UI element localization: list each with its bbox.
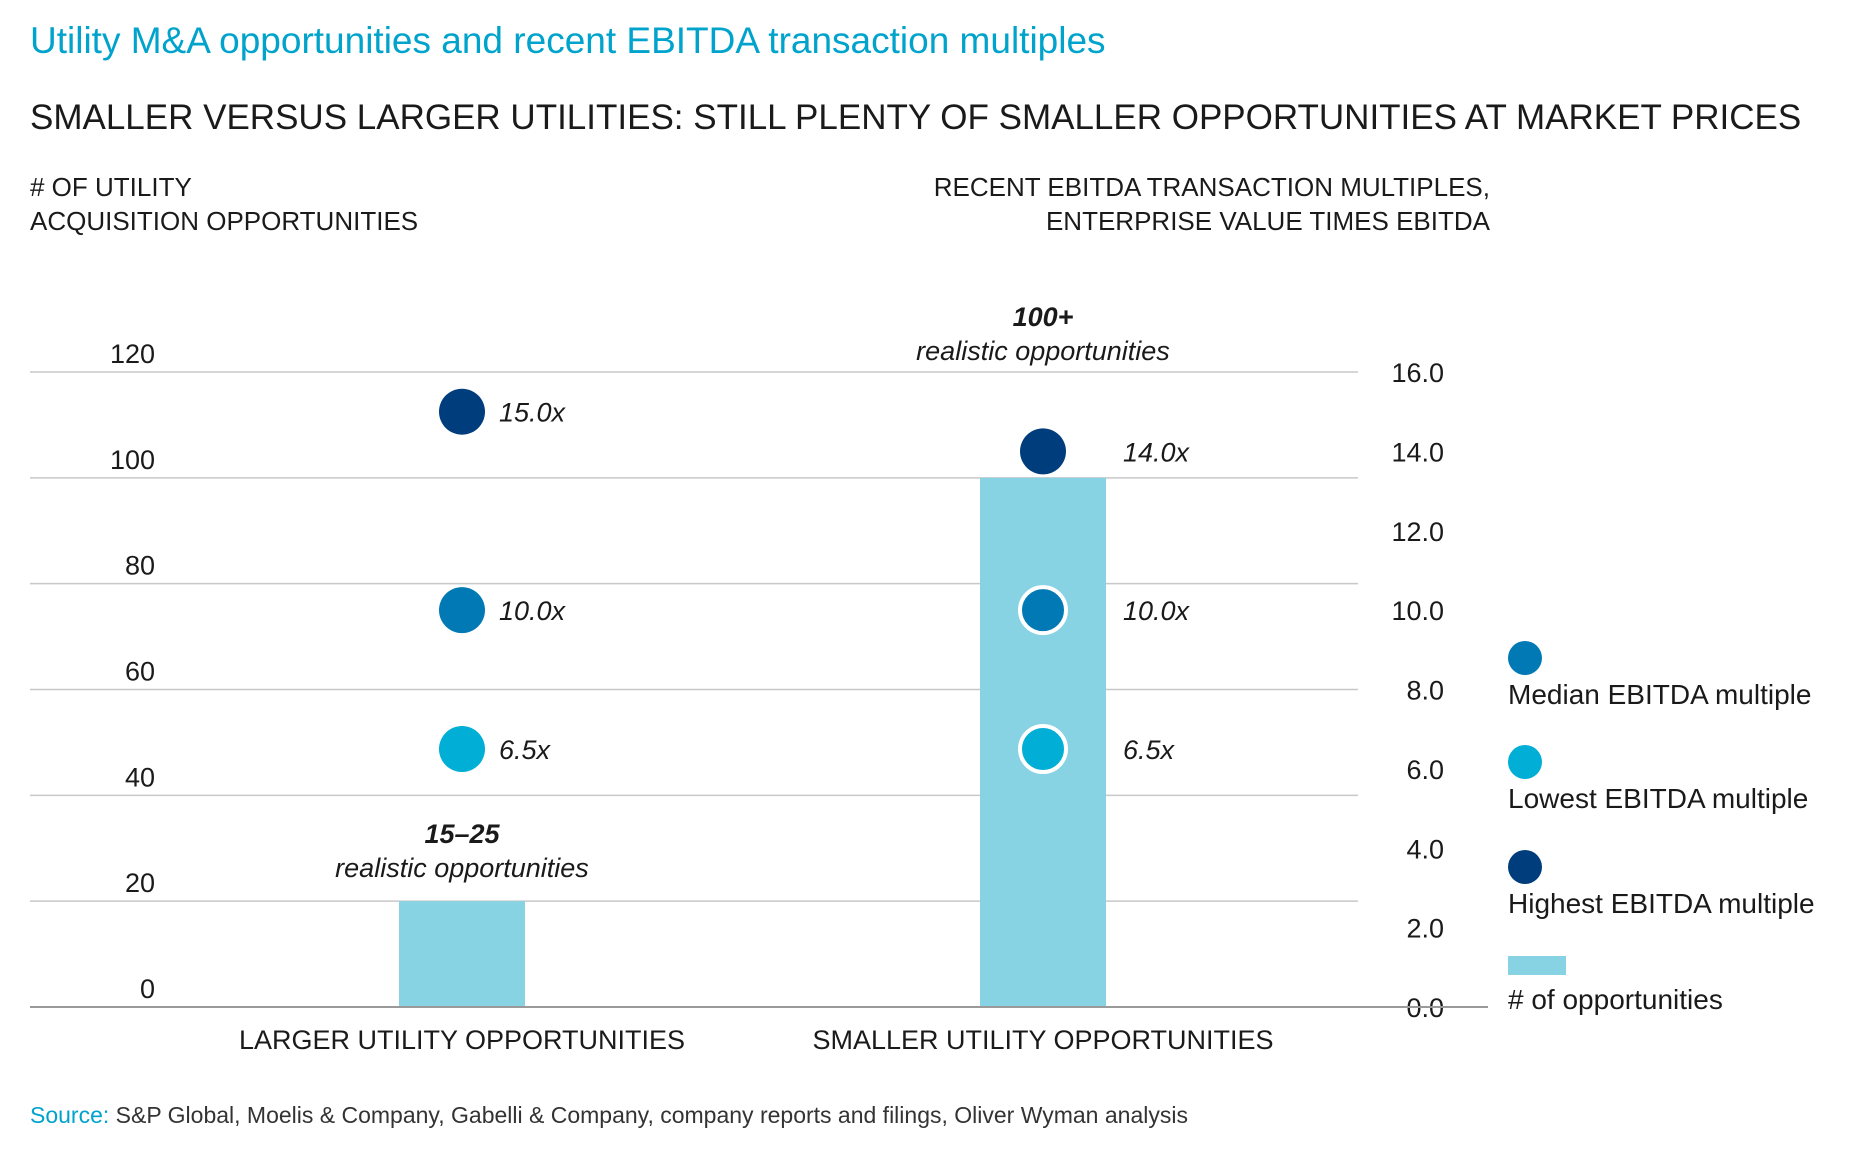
right-axis-tick-label: 8.0: [1406, 676, 1444, 706]
median-multiple-dot: [439, 587, 485, 634]
legend-label: # of opportunities: [1508, 984, 1723, 1015]
right-axis-title: RECENT EBITDA TRANSACTION MULTIPLES, ENT…: [880, 170, 1490, 238]
source-label: Source:: [30, 1102, 110, 1128]
annotation-count: 100+: [1013, 302, 1074, 332]
right-axis-tick-label: 14.0: [1391, 437, 1444, 467]
annotation-text: realistic opportunities: [335, 853, 589, 883]
multiple-value-label: 6.5x: [1123, 735, 1176, 765]
right-axis-tick-label: 4.0: [1406, 834, 1444, 864]
legend-swatch-lowest-multiple-dot: [1508, 745, 1542, 779]
left-axis-title-line-1: # OF UTILITY: [30, 172, 192, 202]
right-axis-title-line-2: ENTERPRISE VALUE TIMES EBITDA: [1045, 206, 1490, 236]
legend-label: Median EBITDA multiple: [1508, 679, 1811, 710]
source-note: Source: S&P Global, Moelis & Company, Ga…: [30, 1102, 1188, 1129]
lowest-multiple-dot: [439, 726, 485, 773]
right-axis-tick-label: 16.0: [1391, 358, 1444, 388]
highest-multiple-dot: [1020, 428, 1066, 475]
right-axis-tick-label: 2.0: [1406, 914, 1444, 944]
left-axis-tick-label: 60: [125, 657, 155, 687]
left-axis-tick-label: 80: [125, 551, 155, 581]
legend-label: Highest EBITDA multiple: [1508, 888, 1815, 919]
left-axis-title-line-2: ACQUISITION OPPORTUNITIES: [30, 206, 419, 236]
multiple-value-label: 10.0x: [499, 596, 567, 626]
multiple-value-label: 14.0x: [1123, 437, 1191, 467]
annotation-count: 15–25: [424, 819, 500, 849]
right-axis-tick-label: 10.0: [1391, 596, 1444, 626]
left-axis-tick-label: 20: [125, 868, 155, 898]
left-axis-title: # OF UTILITY ACQUISITION OPPORTUNITIES: [30, 170, 418, 238]
legend-label: Lowest EBITDA multiple: [1508, 783, 1808, 814]
legend-swatch-median-multiple-dot: [1508, 641, 1542, 675]
right-axis-tick-label: 6.0: [1406, 755, 1444, 785]
right-axis-tick-label: 12.0: [1391, 517, 1444, 547]
multiple-value-label: 10.0x: [1123, 596, 1191, 626]
median-multiple-dot: [1018, 585, 1068, 636]
opportunities-bar: [399, 901, 525, 1007]
chart-subtitle: SMALLER VERSUS LARGER UTILITIES: STILL P…: [30, 98, 1802, 137]
multiple-value-label: 6.5x: [499, 735, 552, 765]
category-label: SMALLER UTILITY OPPORTUNITIES: [812, 1025, 1273, 1055]
chart-title: Utility M&A opportunities and recent EBI…: [30, 20, 1106, 61]
highest-multiple-dot: [439, 388, 485, 435]
left-axis-tick-label: 0: [140, 974, 155, 1004]
left-axis-tick-label: 40: [125, 762, 155, 792]
left-axis-tick-label: 100: [110, 445, 155, 475]
category-label: LARGER UTILITY OPPORTUNITIES: [239, 1025, 685, 1055]
legend-swatch-highest-multiple-dot: [1508, 850, 1542, 884]
right-axis-title-line-1: RECENT EBITDA TRANSACTION MULTIPLES,: [933, 172, 1490, 202]
legend-swatch-bar: [1508, 956, 1566, 975]
lowest-multiple-dot: [1018, 724, 1068, 775]
source-text: S&P Global, Moelis & Company, Gabelli & …: [109, 1102, 1188, 1128]
annotation-text: realistic opportunities: [916, 336, 1170, 366]
left-axis-tick-label: 120: [110, 339, 155, 369]
multiple-value-label: 15.0x: [499, 398, 567, 428]
